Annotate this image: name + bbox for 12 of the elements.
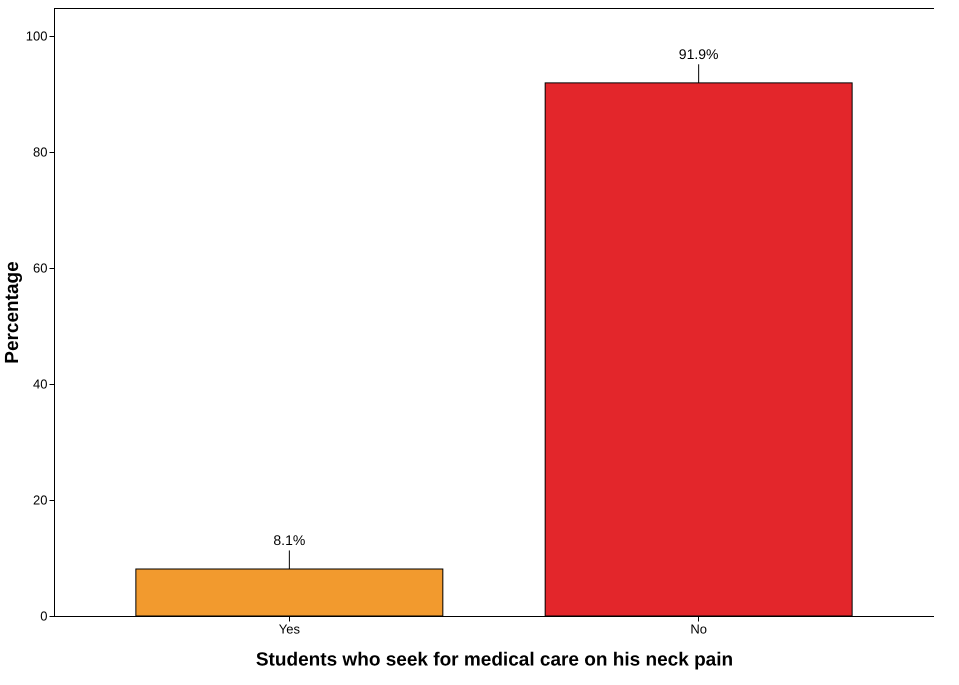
x-axis-title: Students who seek for medical care on his neck pain	[256, 650, 734, 670]
y-axis-title: Percentage	[2, 261, 23, 364]
y-tick-label: 0	[40, 608, 48, 624]
data-label: 91.9%	[678, 46, 719, 62]
y-tick-label: 40	[33, 376, 48, 392]
y-tick-label: 60	[33, 260, 48, 276]
y-tick-label: 100	[26, 28, 48, 44]
x-tick-label: No	[690, 622, 707, 636]
y-tick-label: 80	[33, 144, 48, 160]
y-tick-label: 20	[33, 492, 48, 508]
data-label: 8.1%	[273, 532, 306, 548]
x-tick-label: Yes	[278, 622, 300, 636]
